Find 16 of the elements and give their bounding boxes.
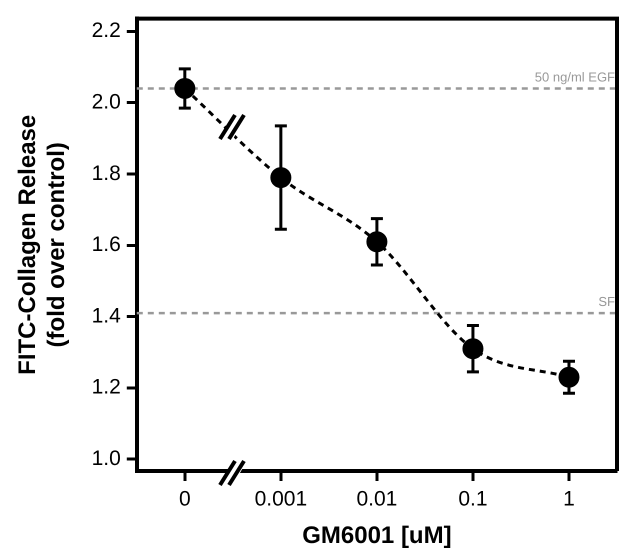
ref-line-label: 50 ng/ml EGF	[534, 70, 616, 85]
x-tick-label: 0.001	[254, 487, 308, 510]
x-tick-label: 0	[178, 487, 191, 510]
y-axis-title: FITC-Collagen Release (fold over control)	[14, 114, 70, 375]
y-tick-label: 2.2	[92, 19, 121, 42]
y-tick-label: 2.0	[92, 90, 121, 114]
x-tick-label: 1	[563, 487, 575, 510]
y-tick-label: 1.8	[92, 162, 121, 185]
ref-line-label: SF	[598, 294, 616, 310]
x-tick-label: 0.1	[458, 487, 488, 510]
y-tick-label: 1.2	[92, 376, 121, 399]
x-tick-label: 0.01	[356, 487, 398, 510]
y-tick-label: 1.6	[92, 233, 121, 256]
x-axis-title: GM6001 [uM]	[302, 522, 452, 550]
y-tick-label: 1.0	[92, 447, 121, 470]
y-tick-label: 1.4	[92, 304, 122, 328]
